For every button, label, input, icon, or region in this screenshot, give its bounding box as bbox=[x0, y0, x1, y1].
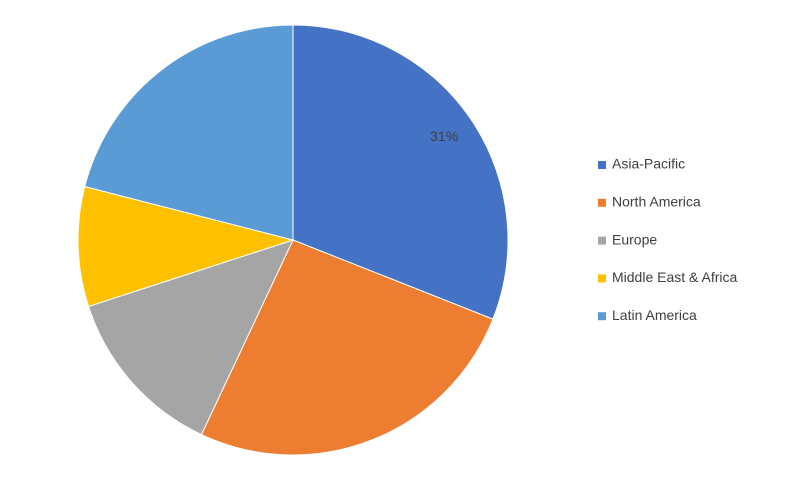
pie-slice bbox=[77, 185, 295, 308]
data-label: 31% bbox=[430, 128, 458, 144]
pie-slice bbox=[84, 24, 294, 241]
pie-slice bbox=[87, 239, 294, 436]
legend-swatch bbox=[598, 274, 606, 283]
pie-slice bbox=[200, 239, 494, 456]
legend-swatch bbox=[598, 198, 606, 207]
legend-swatch bbox=[598, 161, 606, 169]
legend-swatch bbox=[598, 236, 606, 245]
legend-label: Asia-Pacific bbox=[612, 156, 685, 172]
legend-label: Europe bbox=[612, 231, 657, 247]
legend-swatch bbox=[598, 312, 606, 321]
legend-label: Latin America bbox=[612, 307, 697, 323]
legend-label: North America bbox=[612, 194, 701, 210]
legend-label: Middle East & Africa bbox=[612, 269, 737, 285]
pie-slice bbox=[292, 24, 509, 320]
